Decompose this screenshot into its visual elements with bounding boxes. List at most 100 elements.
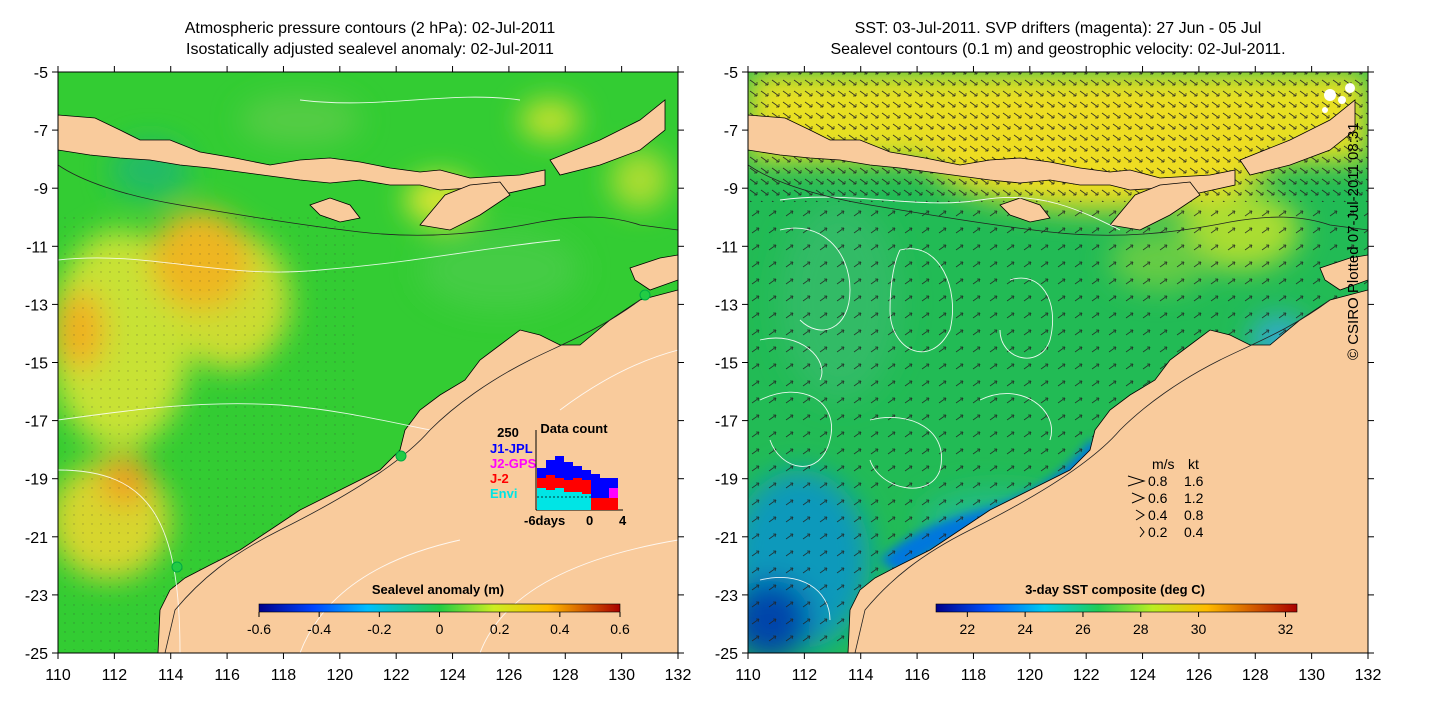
lon-tick-label: 130 — [608, 667, 635, 684]
lon-tick-label: 116 — [904, 667, 930, 684]
lon-tick-label: 112 — [102, 667, 128, 684]
lat-tick-label: -9 — [724, 181, 738, 198]
colorbar-tick-label: -0.4 — [307, 621, 331, 637]
speed-ms-value: 0.4 — [1148, 507, 1168, 523]
inset-bar — [537, 488, 546, 510]
speed-kt-value: 1.2 — [1184, 490, 1204, 506]
left-title-line1: Atmospheric pressure contours (2 hPa): 0… — [184, 20, 556, 37]
lat-tick-label: -11 — [26, 239, 48, 256]
colorbar-tick-label: 0 — [436, 621, 444, 637]
inset-bar — [546, 460, 555, 475]
lon-tick-label: 132 — [1355, 667, 1382, 684]
lat-tick-label: -23 — [25, 588, 48, 605]
lat-tick-label: -7 — [34, 123, 48, 140]
inset-bar — [555, 478, 564, 488]
lat-tick-label: -9 — [34, 181, 48, 198]
right-axes: -5 -7 -9 -11 -13 -15 -17 -19 -21 -23 -25 110 112 114 1… — [715, 65, 1382, 684]
inset-bar — [555, 456, 564, 478]
tide-gauge-marker — [171, 561, 183, 573]
lat-tick-label: -19 — [715, 472, 738, 489]
speed-arrow-icon — [1127, 475, 1146, 487]
lon-tick-label: 124 — [1129, 667, 1156, 684]
left-axes: -5 -7 -9 -11 -13 -15 -17 -19 -21 -23 -25 110 112 114 1… — [25, 65, 692, 684]
right-title-line2: Sealevel contours (0.1 m) and geostrophi… — [830, 41, 1286, 58]
lon-tick-label: 114 — [158, 667, 184, 684]
lat-tick-label: -13 — [715, 297, 738, 314]
lon-tick-label: 110 — [735, 667, 761, 684]
colorbar-tick-label: 0.2 — [490, 621, 510, 637]
right-colorbar-ticks: 22 24 26 28 30 32 — [960, 612, 1293, 637]
lon-tick-label: 122 — [1073, 667, 1100, 684]
colorbar-tick-label: 26 — [1075, 621, 1091, 637]
right-map-title: SST: 03-Jul-2011. SVP drifters (magenta)… — [748, 18, 1368, 60]
inset-xtick-zero: 0 — [586, 513, 593, 528]
inset-title: Data count — [540, 421, 608, 436]
lat-tick-label: -13 — [25, 297, 48, 314]
lat-tick-label: -5 — [724, 65, 738, 82]
lon-tick-label: 124 — [439, 667, 466, 684]
lat-tick-label: -17 — [715, 414, 738, 431]
inset-bar — [582, 480, 591, 494]
lat-tick-label: -15 — [715, 356, 738, 373]
lon-tick-label: 122 — [383, 667, 410, 684]
speed-legend-rows: 0.8 1.60.6 1.20.4 0.80.2 0.4 — [1127, 473, 1204, 540]
speed-legend: m/s kt 0.8 1.60.6 1.20.4 0.80.2 0.4 — [1127, 456, 1204, 540]
inset-bar — [609, 488, 618, 498]
inset-bar — [573, 478, 582, 492]
speed-arrow-icon — [1131, 492, 1146, 504]
inset-bar — [546, 490, 555, 510]
inset-bar — [537, 468, 546, 478]
lat-tick-label: -25 — [25, 646, 48, 663]
inset-bar — [564, 492, 573, 510]
speed-ms-value: 0.6 — [1148, 490, 1168, 506]
lat-tick-label: -15 — [25, 356, 48, 373]
inset-bar — [600, 498, 609, 510]
right-landmass — [748, 99, 1368, 653]
lon-tick-label: 110 — [45, 667, 71, 684]
inset-bars — [537, 456, 618, 510]
left-colorbar-ticks: -0.6 -0.4 -0.2 0 0.2 0.4 0.6 — [247, 612, 630, 637]
lon-tick-label: 126 — [496, 667, 523, 684]
colorbar-tick-label: 24 — [1017, 621, 1033, 637]
speed-legend-header-ms: m/s — [1152, 456, 1175, 472]
lat-tick-label: -11 — [716, 239, 738, 256]
speed-kt-value: 0.4 — [1184, 524, 1204, 540]
lat-tick-label: -5 — [34, 65, 48, 82]
colorbar-tick-label: 28 — [1133, 621, 1149, 637]
inset-bar — [573, 466, 582, 478]
inset-bar — [591, 474, 600, 498]
right-colorbar-gradient — [935, 603, 1298, 613]
right-title-line1: SST: 03-Jul-2011. SVP drifters (magenta)… — [854, 20, 1262, 37]
lon-tick-label: 118 — [271, 667, 297, 684]
colorbar-tick-label: -0.6 — [247, 621, 271, 637]
speed-arrow-icon — [1135, 509, 1145, 521]
colorbar-tick-label: 30 — [1191, 621, 1207, 637]
lat-tick-label: -21 — [25, 530, 48, 547]
inset-legend-label: J-2 — [490, 471, 509, 486]
cloud-gaps — [1322, 83, 1355, 113]
left-colorbar-title: Sealevel anomaly (m) — [372, 582, 504, 597]
speed-ms-value: 0.8 — [1148, 473, 1168, 489]
speed-ms-value: 0.2 — [1148, 524, 1168, 540]
inset-bar — [609, 478, 618, 488]
right-colorbar-title: 3-day SST composite (deg C) — [1025, 582, 1205, 597]
tide-gauge-marker — [395, 450, 407, 462]
lon-tick-label: 126 — [1186, 667, 1213, 684]
colorbar-tick-label: 0.4 — [550, 621, 570, 637]
colorbar-tick-label: -0.2 — [367, 621, 391, 637]
velocity-vectors-north — [748, 72, 1368, 202]
speed-kt-value: 1.6 — [1184, 473, 1204, 489]
lon-tick-label: 112 — [792, 667, 818, 684]
tide-gauge-marker — [639, 289, 651, 301]
left-map-area — [58, 72, 678, 653]
lon-tick-label: 130 — [1298, 667, 1325, 684]
lon-tick-label: 128 — [552, 667, 579, 684]
lon-tick-label: 114 — [848, 667, 874, 684]
right-map-area — [748, 72, 1368, 653]
inset-bar — [600, 478, 609, 498]
left-colorbar: Sealevel anomaly (m) -0.6 -0.4 -0.2 0 0.2 0.4… — [247, 582, 630, 637]
lon-tick-label: 128 — [1242, 667, 1269, 684]
sealevel-contours — [759, 196, 1121, 621]
